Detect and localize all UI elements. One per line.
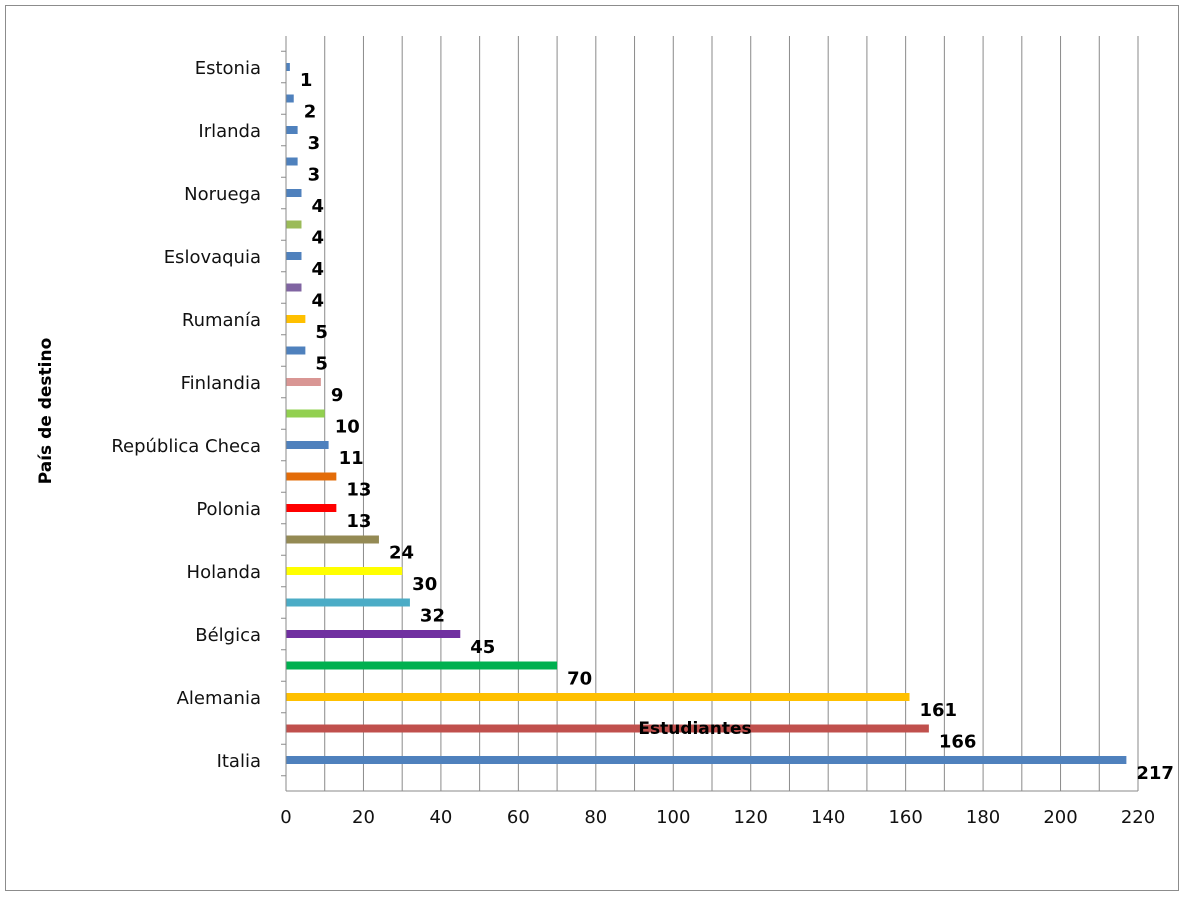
gridlines [285, 36, 1139, 791]
data-label: 11 [339, 448, 364, 469]
category-label: República Checa [111, 436, 261, 457]
data-label: 70 [567, 669, 592, 690]
data-label: 1 [300, 70, 313, 91]
bar [286, 504, 337, 512]
x-tick-label: 200 [1043, 807, 1077, 828]
x-tick-label: 20 [352, 807, 375, 828]
x-tick-label: 160 [888, 807, 922, 828]
bar [286, 567, 403, 575]
category-label: Bélgica [195, 625, 261, 646]
data-label: 4 [311, 196, 324, 217]
category-labels: Italia Alemania Bélgica Holanda Polonia Repúb… [111, 58, 261, 772]
category-label: Italia [217, 751, 261, 772]
y-axis-title: País de destino [36, 338, 56, 485]
x-axis-title: Estudiantes [638, 719, 751, 739]
tick-labels: 0 20 40 60 80 100 120 140 160 180 200 220 [280, 807, 1155, 828]
x-tick-label: 40 [429, 807, 452, 828]
category-label: Rumanía [182, 310, 261, 331]
bar [286, 661, 558, 670]
data-label: 3 [308, 165, 321, 186]
bar [286, 283, 302, 292]
data-label: 4 [311, 259, 324, 280]
bar-chart: Italia Alemania Bélgica Holanda Polonia Repúb… [36, 36, 1174, 828]
data-label: 4 [311, 291, 324, 312]
bars [286, 63, 1127, 764]
data-label: 3 [308, 133, 321, 154]
x-tick-label: 0 [280, 807, 291, 828]
category-label: Alemania [177, 688, 261, 709]
data-label: 32 [420, 606, 445, 627]
data-label: 9 [331, 385, 344, 406]
data-label: 30 [412, 574, 437, 595]
chart-frame: Italia Alemania Bélgica Holanda Polonia Repúb… [5, 5, 1179, 891]
data-label: 2 [304, 102, 317, 123]
bar [286, 315, 306, 323]
bar [286, 157, 298, 166]
data-label: 5 [315, 322, 328, 343]
data-label: 166 [939, 732, 977, 753]
bar [286, 94, 294, 103]
category-label: Finlandia [181, 373, 261, 394]
bar [286, 126, 298, 134]
category-label: Eslovaquia [164, 247, 261, 268]
data-label: 217 [1136, 763, 1174, 784]
bar [286, 63, 290, 71]
bar [286, 220, 302, 229]
bar [286, 378, 321, 386]
x-tick-label: 140 [811, 807, 845, 828]
x-tick-label: 60 [507, 807, 530, 828]
data-label: 4 [311, 228, 324, 249]
data-label: 45 [470, 637, 495, 658]
category-label: Estonia [195, 58, 261, 79]
x-tick-label: 120 [734, 807, 768, 828]
data-label: 161 [920, 700, 958, 721]
bar [286, 441, 329, 449]
bar [286, 693, 910, 701]
bar [286, 409, 325, 418]
bar [286, 472, 337, 481]
category-label: Polonia [196, 499, 261, 520]
data-label: 13 [346, 511, 371, 532]
x-tick-label: 180 [966, 807, 1000, 828]
bar [286, 756, 1127, 764]
x-tick-label: 100 [656, 807, 690, 828]
data-label: 5 [315, 354, 328, 375]
data-label: 13 [346, 480, 371, 501]
x-tick-label: 220 [1121, 807, 1155, 828]
category-label: Noruega [184, 184, 261, 205]
bar [286, 189, 302, 197]
data-label: 10 [335, 417, 360, 438]
data-label: 24 [389, 543, 414, 564]
bar [286, 630, 461, 638]
axes [281, 36, 1138, 792]
bar [286, 598, 410, 607]
bar [286, 535, 379, 544]
category-label: Irlanda [198, 121, 261, 142]
bar [286, 252, 302, 260]
bar [286, 724, 929, 733]
x-tick-label: 80 [584, 807, 607, 828]
category-label: Holanda [187, 562, 261, 583]
bar [286, 346, 306, 355]
